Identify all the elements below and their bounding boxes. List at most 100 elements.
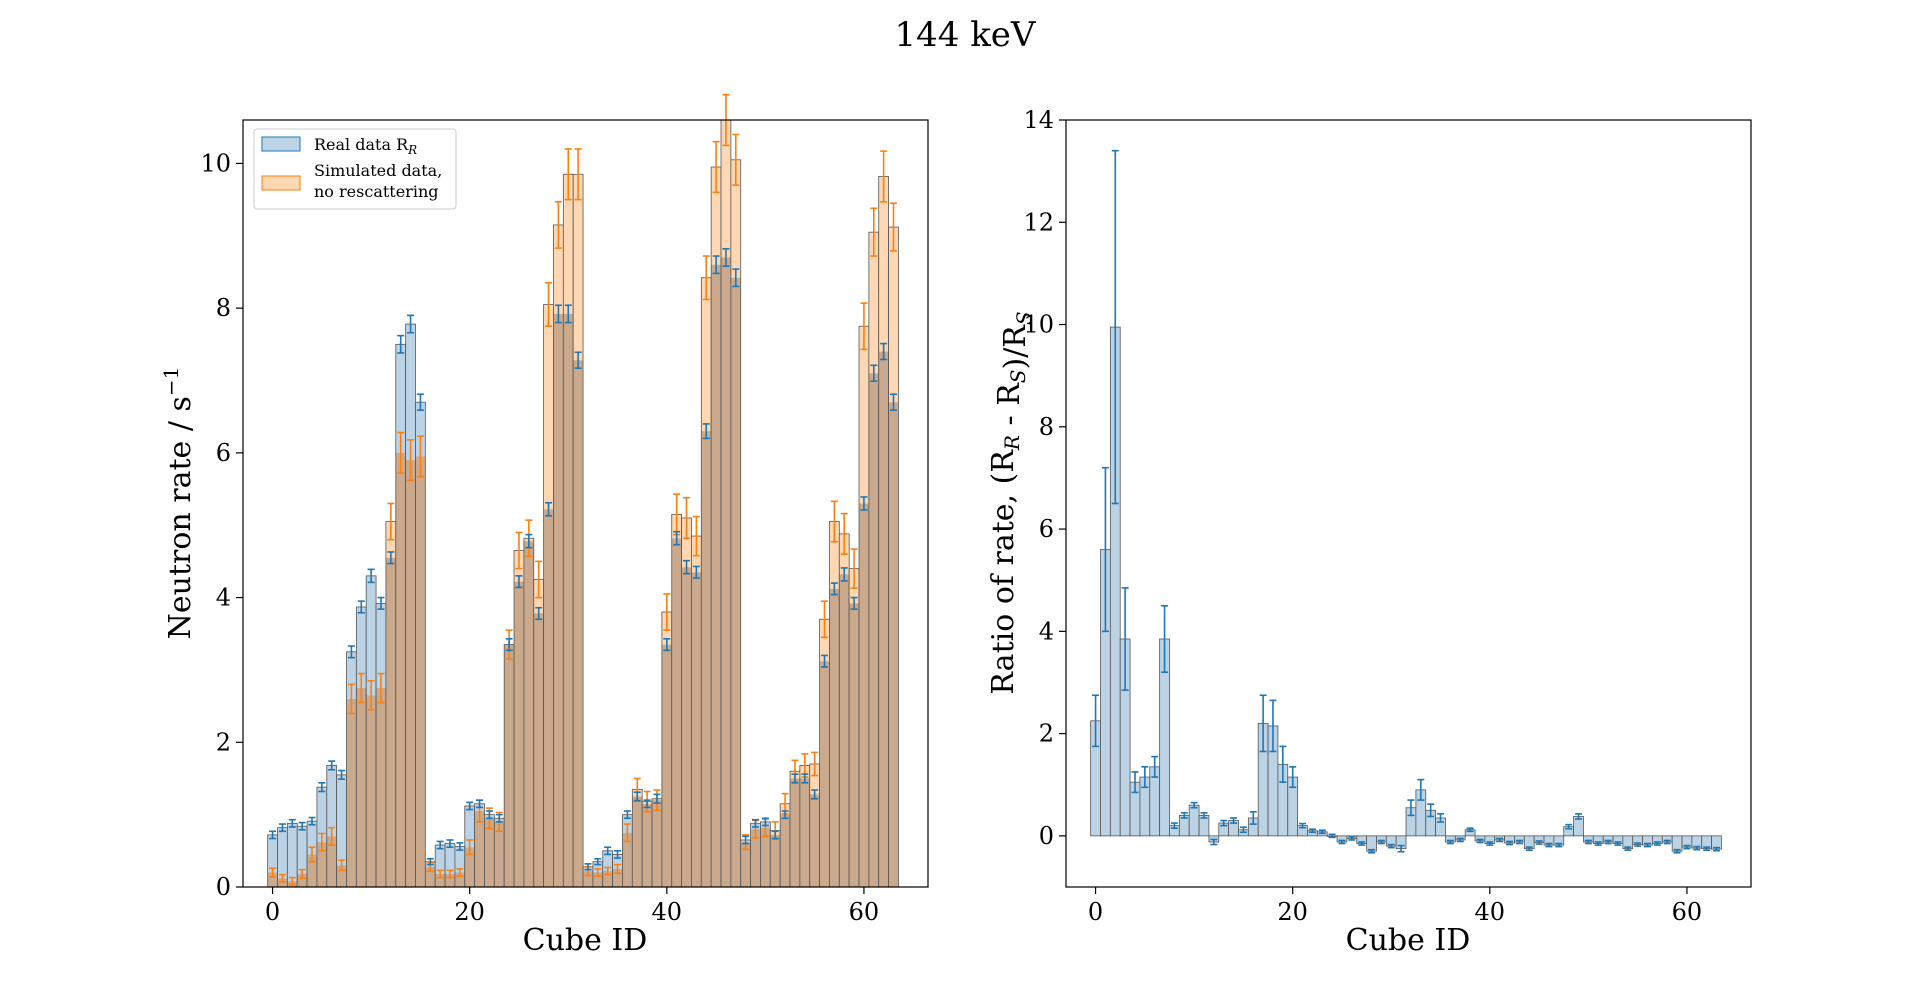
overlap-bar — [819, 661, 830, 887]
legend-label-sim-line1: Simulated data, — [314, 161, 442, 180]
overlap-bar — [652, 800, 662, 887]
right-plot-area — [1090, 149, 1722, 854]
overlap-bar — [829, 588, 840, 887]
right-y-axis-label: Ratio of rate, (RR - RS)/RS — [986, 311, 1036, 694]
overlap-bar — [790, 778, 800, 887]
sim-bar — [711, 167, 722, 265]
overlap-bar — [405, 460, 416, 887]
right-axes-frame — [1065, 119, 1752, 888]
overlap-bar — [849, 603, 860, 887]
sim-bar — [701, 277, 712, 432]
legend-label-real: Real data RR — [314, 135, 417, 157]
overlap-bar — [632, 796, 643, 887]
real-bar — [326, 765, 337, 837]
left-y-axis-label-sup: −1 — [159, 367, 183, 396]
right-ytick-label: 2 — [1039, 720, 1054, 748]
overlap-bar — [445, 873, 455, 887]
left-x-axis-label: Cube ID — [523, 923, 648, 958]
overlap-bar — [316, 842, 327, 887]
overlap-bar — [750, 829, 761, 887]
sim-bar — [809, 763, 820, 795]
overlap-bar — [563, 313, 574, 887]
overlap-bar — [514, 581, 524, 887]
ylabel-subscript: S — [1006, 370, 1030, 384]
right-x-axis-label: Cube ID — [1346, 923, 1471, 958]
overlap-bar — [454, 872, 465, 887]
overlap-bar — [435, 873, 446, 887]
left-legend: Real data RR Simulated data, no rescatte… — [253, 128, 457, 210]
overlap-bar — [730, 277, 741, 887]
left-y-axis-label: Neutron rate / s−1 — [159, 367, 198, 640]
overlap-bar — [711, 264, 722, 887]
right-ytick-label: 6 — [1039, 515, 1054, 543]
sim-bar — [829, 521, 840, 589]
left-xtick-label: 40 — [652, 898, 683, 926]
real-bar — [277, 827, 288, 879]
left-ytick-label: 8 — [216, 294, 231, 322]
overlap-bar — [307, 854, 317, 887]
right-ytick-label: 8 — [1039, 413, 1054, 441]
real-bar — [454, 846, 465, 873]
sim-bar — [573, 174, 584, 361]
overlap-bar — [760, 827, 771, 887]
real-bar — [445, 843, 455, 874]
sim-bar — [730, 159, 741, 278]
right-chart: 0 20 40 60 0 2 4 6 8 10 12 14 Cube ID Ratio of rat… — [986, 106, 1752, 958]
overlap-bar — [681, 567, 692, 887]
sim-bar — [543, 304, 554, 510]
overlap-bar — [533, 613, 544, 887]
left-ytick-label: 4 — [216, 584, 231, 612]
sim-bar — [563, 174, 574, 314]
overlap-bar — [267, 872, 278, 887]
overlap-bar — [839, 574, 850, 887]
left-ytick-label: 10 — [200, 149, 231, 177]
right-ytick-label: 12 — [1023, 208, 1054, 236]
right-xtick-label: 20 — [1277, 898, 1308, 926]
overlap-bar — [553, 313, 564, 887]
real-bar — [612, 854, 623, 869]
real-bar — [415, 402, 426, 457]
left-x-ticks: 0 20 40 60 — [265, 887, 879, 926]
overlap-bar — [336, 865, 347, 887]
right-ytick-label: 4 — [1039, 617, 1054, 645]
left-chart: 0 20 40 60 0 2 4 6 8 10 Cube ID Neutron rate / s… — [159, 93, 929, 958]
real-bar — [307, 821, 317, 855]
real-bar — [405, 324, 416, 461]
real-bar — [435, 845, 446, 874]
sim-bar — [721, 120, 731, 258]
overlap-bar — [484, 818, 495, 887]
overlap-bar — [868, 373, 879, 887]
ylabel-part: Ratio of rate, (R — [986, 449, 1021, 695]
overlap-bar — [612, 868, 623, 887]
overlap-bar — [809, 794, 820, 887]
left-y-ticks: 0 2 4 6 8 10 — [200, 149, 243, 901]
overlap-bar — [799, 778, 810, 887]
real-bar — [287, 823, 298, 882]
overlap-bar — [523, 541, 534, 887]
real-bar — [602, 850, 613, 872]
overlap-bar — [474, 811, 485, 887]
legend-swatch-real — [261, 136, 301, 152]
overlap-bar — [859, 503, 869, 887]
real-bar — [346, 651, 357, 699]
real-bar — [592, 861, 603, 873]
overlap-bar — [740, 842, 751, 887]
legend-box — [253, 128, 457, 210]
real-bar — [464, 805, 475, 848]
overlap-bar — [415, 456, 426, 887]
left-xtick-label: 60 — [849, 898, 880, 926]
sim-bar — [681, 517, 692, 568]
overlap-bar — [888, 402, 899, 887]
real-bar — [356, 606, 367, 689]
right-xtick-label: 0 — [1088, 898, 1103, 926]
overlap-bar — [573, 360, 584, 887]
right-xtick-label: 60 — [1672, 898, 1703, 926]
sim-bar — [878, 176, 889, 352]
overlap-bar — [642, 803, 653, 887]
overlap-bar — [671, 538, 682, 887]
legend-swatch-sim — [261, 175, 301, 191]
right-xtick-label: 40 — [1475, 898, 1506, 926]
left-xtick-label: 0 — [265, 898, 280, 926]
right-ytick-label: 0 — [1039, 822, 1054, 850]
ratio-bar — [1188, 804, 1200, 837]
